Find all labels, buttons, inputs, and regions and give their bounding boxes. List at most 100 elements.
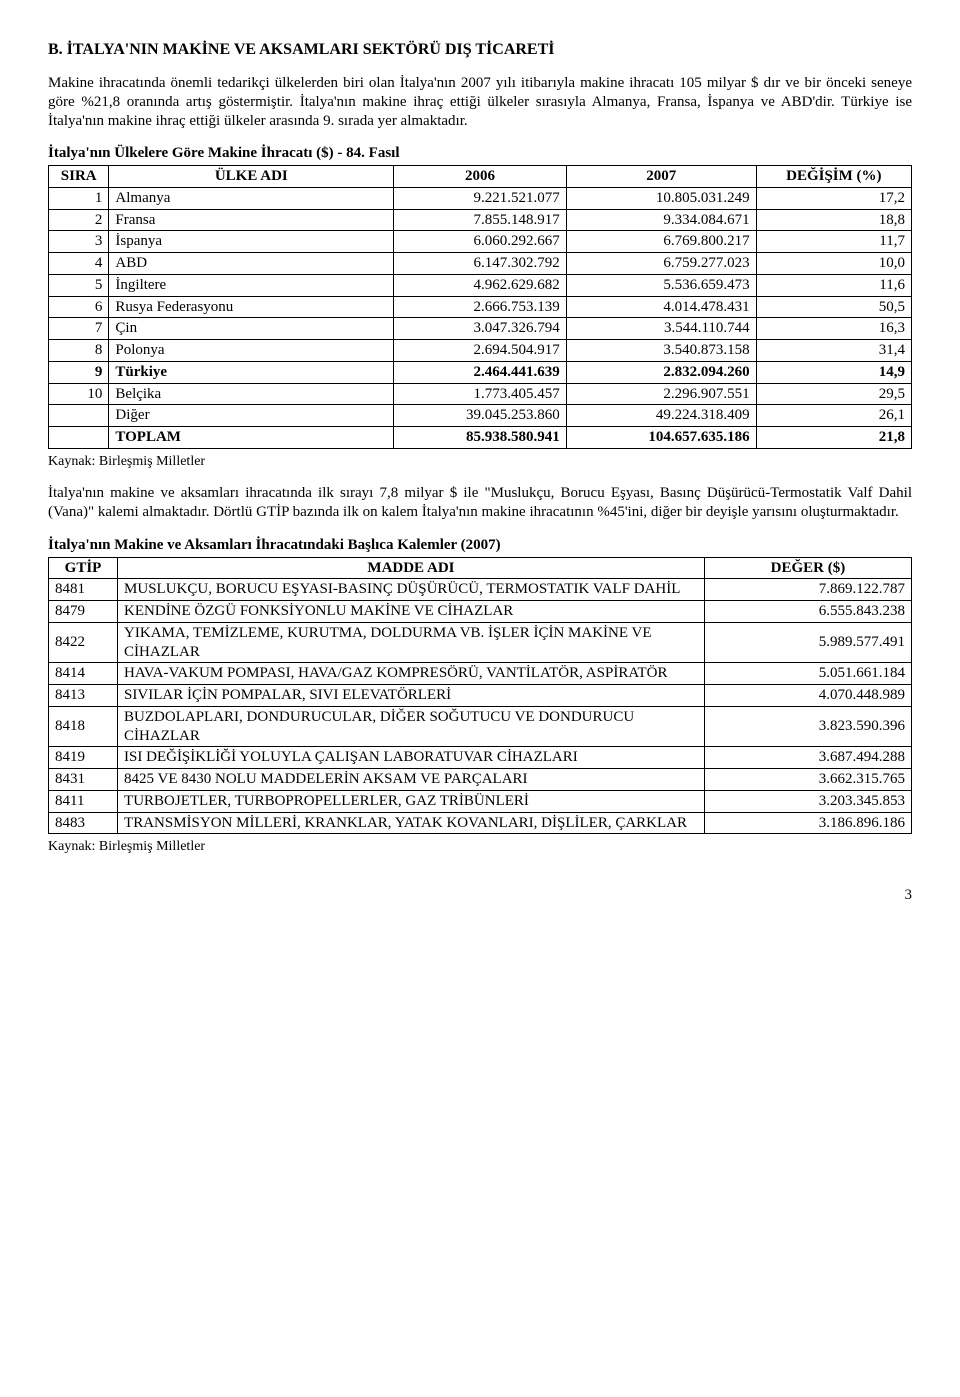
cell: 2.296.907.551 xyxy=(566,383,756,405)
cell: 10,0 xyxy=(756,253,911,275)
cell: 11,7 xyxy=(756,231,911,253)
cell: Diğer xyxy=(109,405,394,427)
table-row: 8422YIKAMA, TEMİZLEME, KURUTMA, DOLDURMA… xyxy=(49,622,912,663)
table-row: Diğer39.045.253.86049.224.318.40926,1 xyxy=(49,405,912,427)
cell: 11,6 xyxy=(756,274,911,296)
cell: 7.855.148.917 xyxy=(394,209,567,231)
cell: 49.224.318.409 xyxy=(566,405,756,427)
table-row: 8413SIVILAR İÇİN POMPALAR, SIVI ELEVATÖR… xyxy=(49,685,912,707)
table-row: 8Polonya2.694.504.9173.540.873.15831,4 xyxy=(49,340,912,362)
cell: 4 xyxy=(49,253,109,275)
cell: İspanya xyxy=(109,231,394,253)
cell: 21,8 xyxy=(756,427,911,449)
cell: 2.832.094.260 xyxy=(566,361,756,383)
cell: 1.773.405.457 xyxy=(394,383,567,405)
cell: 6.060.292.667 xyxy=(394,231,567,253)
col-madde: MADDE ADI xyxy=(118,557,705,579)
table-row: 7Çin3.047.326.7943.544.110.74416,3 xyxy=(49,318,912,340)
cell: 50,5 xyxy=(756,296,911,318)
table-exports-by-country: SIRA ÜLKE ADI 2006 2007 DEĞİŞİM (%) 1Alm… xyxy=(48,165,912,449)
cell: 9.334.084.671 xyxy=(566,209,756,231)
cell: İngiltere xyxy=(109,274,394,296)
cell: 6.769.800.217 xyxy=(566,231,756,253)
source-note-1: Kaynak: Birleşmiş Milletler xyxy=(48,453,912,471)
table-row: 8483TRANSMİSYON MİLLERİ, KRANKLAR, YATAK… xyxy=(49,812,912,834)
table-row: 9Türkiye2.464.441.6392.832.094.26014,9 xyxy=(49,361,912,383)
cell: 4.070.448.989 xyxy=(704,685,911,707)
cell: 5.536.659.473 xyxy=(566,274,756,296)
cell: 16,3 xyxy=(756,318,911,340)
cell: 8481 xyxy=(49,579,118,601)
cell: 6.759.277.023 xyxy=(566,253,756,275)
col-deger: DEĞER ($) xyxy=(704,557,911,579)
table-row: 6Rusya Federasyonu2.666.753.1394.014.478… xyxy=(49,296,912,318)
table-row: 3İspanya6.060.292.6676.769.800.21711,7 xyxy=(49,231,912,253)
cell: Belçika xyxy=(109,383,394,405)
cell: 7 xyxy=(49,318,109,340)
cell: TOPLAM xyxy=(109,427,394,449)
cell: ABD xyxy=(109,253,394,275)
cell xyxy=(49,405,109,427)
cell: YIKAMA, TEMİZLEME, KURUTMA, DOLDURMA VB.… xyxy=(118,622,705,663)
table2-title: İtalya'nın Makine ve Aksamları İhracatın… xyxy=(48,536,912,555)
page-number: 3 xyxy=(48,886,912,905)
cell: 8483 xyxy=(49,812,118,834)
table-row: 8479KENDİNE ÖZGÜ FONKSİYONLU MAKİNE VE C… xyxy=(49,601,912,623)
col-degisim: DEĞİŞİM (%) xyxy=(756,166,911,188)
cell: 17,2 xyxy=(756,187,911,209)
cell: 8479 xyxy=(49,601,118,623)
cell: 3.540.873.158 xyxy=(566,340,756,362)
cell: 8425 VE 8430 NOLU MADDELERİN AKSAM VE PA… xyxy=(118,769,705,791)
table-row: 84318425 VE 8430 NOLU MADDELERİN AKSAM V… xyxy=(49,769,912,791)
paragraph-mid: İtalya'nın makine ve aksamları ihracatın… xyxy=(48,484,912,522)
cell: Fransa xyxy=(109,209,394,231)
section-heading: B. İTALYA'NIN MAKİNE VE AKSAMLARI SEKTÖR… xyxy=(48,40,912,60)
col-2007: 2007 xyxy=(566,166,756,188)
cell: Rusya Federasyonu xyxy=(109,296,394,318)
cell: MUSLUKÇU, BORUCU EŞYASI-BASINÇ DÜŞÜRÜCÜ,… xyxy=(118,579,705,601)
cell: 3.687.494.288 xyxy=(704,747,911,769)
cell: 5 xyxy=(49,274,109,296)
cell: 3.186.896.186 xyxy=(704,812,911,834)
col-sira: SIRA xyxy=(49,166,109,188)
cell: 1 xyxy=(49,187,109,209)
cell: Türkiye xyxy=(109,361,394,383)
cell: 8419 xyxy=(49,747,118,769)
table-row: 8411TURBOJETLER, TURBOPROPELLERLER, GAZ … xyxy=(49,790,912,812)
cell: BUZDOLAPLARI, DONDURUCULAR, DİĞER SOĞUTU… xyxy=(118,706,705,747)
cell: 8413 xyxy=(49,685,118,707)
table-row: 8414HAVA-VAKUM POMPASI, HAVA/GAZ KOMPRES… xyxy=(49,663,912,685)
cell: 10 xyxy=(49,383,109,405)
cell: 31,4 xyxy=(756,340,911,362)
cell: 3.823.590.396 xyxy=(704,706,911,747)
cell: 8431 xyxy=(49,769,118,791)
cell: 7.869.122.787 xyxy=(704,579,911,601)
cell: KENDİNE ÖZGÜ FONKSİYONLU MAKİNE VE CİHAZ… xyxy=(118,601,705,623)
cell: 4.962.629.682 xyxy=(394,274,567,296)
cell: 3 xyxy=(49,231,109,253)
cell: 39.045.253.860 xyxy=(394,405,567,427)
cell: 6.147.302.792 xyxy=(394,253,567,275)
cell: 29,5 xyxy=(756,383,911,405)
cell: 2.694.504.917 xyxy=(394,340,567,362)
cell: TRANSMİSYON MİLLERİ, KRANKLAR, YATAK KOV… xyxy=(118,812,705,834)
cell xyxy=(49,427,109,449)
cell: 14,9 xyxy=(756,361,911,383)
cell: 9 xyxy=(49,361,109,383)
cell: 8422 xyxy=(49,622,118,663)
cell: 8418 xyxy=(49,706,118,747)
table-row: TOPLAM85.938.580.941104.657.635.18621,8 xyxy=(49,427,912,449)
cell: 2.464.441.639 xyxy=(394,361,567,383)
source-note-2: Kaynak: Birleşmiş Milletler xyxy=(48,838,912,856)
table-header-row: SIRA ÜLKE ADI 2006 2007 DEĞİŞİM (%) xyxy=(49,166,912,188)
cell: HAVA-VAKUM POMPASI, HAVA/GAZ KOMPRESÖRÜ,… xyxy=(118,663,705,685)
table-row: 10Belçika1.773.405.4572.296.907.55129,5 xyxy=(49,383,912,405)
table-exports-by-item: GTİP MADDE ADI DEĞER ($) 8481MUSLUKÇU, B… xyxy=(48,557,912,835)
table-row: 2Fransa7.855.148.9179.334.084.67118,8 xyxy=(49,209,912,231)
cell: 6.555.843.238 xyxy=(704,601,911,623)
table-row: 8419ISI DEĞİŞİKLİĞİ YOLUYLA ÇALIŞAN LABO… xyxy=(49,747,912,769)
cell: 2 xyxy=(49,209,109,231)
table-row: 4ABD6.147.302.7926.759.277.02310,0 xyxy=(49,253,912,275)
cell: 6 xyxy=(49,296,109,318)
cell: 26,1 xyxy=(756,405,911,427)
